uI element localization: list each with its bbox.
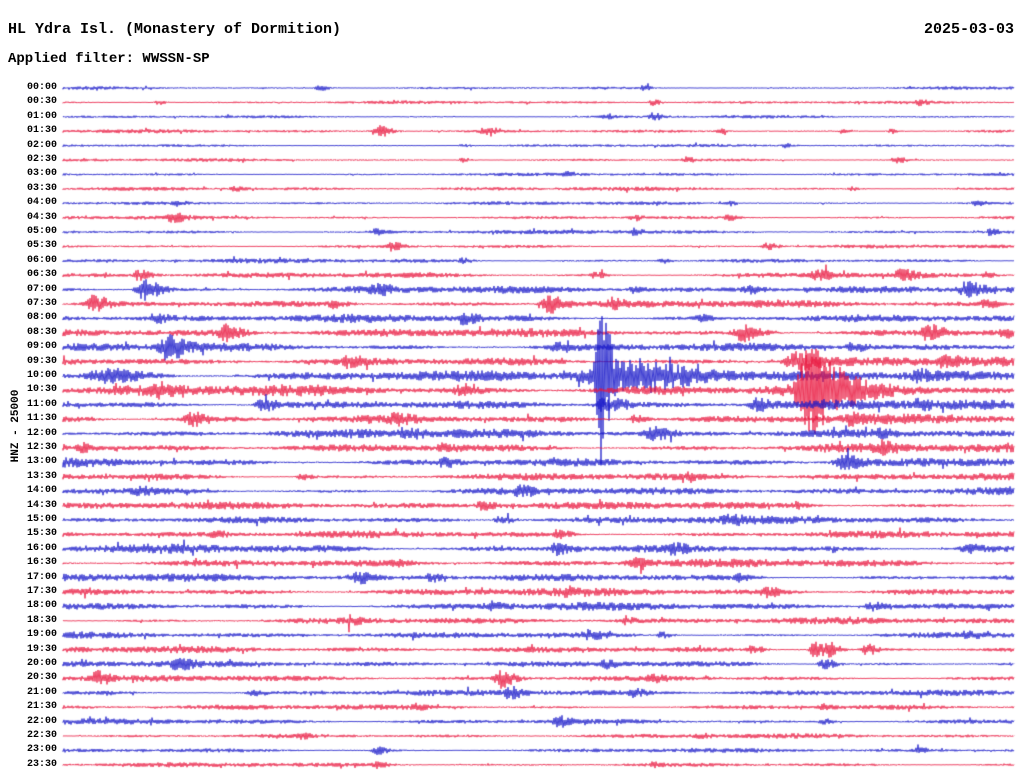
seismogram-canvas (0, 0, 1024, 780)
helicorder-page: HL Ydra Isl. (Monastery of Dormition) 20… (0, 0, 1024, 780)
